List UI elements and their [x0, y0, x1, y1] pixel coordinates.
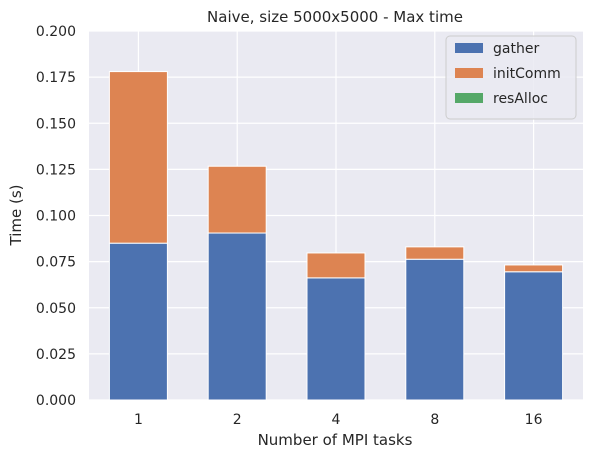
legend-swatch-initComm: [455, 68, 483, 78]
bar-gather-2: [208, 233, 266, 400]
legend-swatch-gather: [455, 43, 483, 53]
x-tick-labels: 1 2 4 8 16: [134, 412, 543, 428]
x-tick-label: 1: [134, 412, 143, 428]
y-axis-label: Time (s): [7, 185, 25, 247]
legend: gather initComm resAlloc: [446, 36, 576, 119]
bar-initComm-8: [406, 247, 464, 259]
y-tick-labels: 0.000 0.025 0.050 0.075 0.100 0.125 0.150 0.175…: [36, 24, 76, 409]
x-axis-label: Number of MPI tasks: [258, 431, 413, 449]
x-tick-label: 8: [430, 412, 439, 428]
bar-initComm-2: [208, 166, 266, 233]
legend-label-initComm: initComm: [493, 66, 561, 82]
bar-initComm-1: [109, 72, 167, 244]
legend-swatch-resAlloc: [455, 93, 483, 103]
bar-gather-4: [307, 278, 365, 400]
y-tick-label: 0.100: [36, 209, 76, 225]
bar-initComm-4: [307, 253, 365, 278]
y-tick-label: 0.050: [36, 301, 76, 317]
bar-gather-8: [406, 259, 464, 400]
y-tick-label: 0.125: [36, 162, 76, 178]
y-tick-label: 0.175: [36, 70, 76, 86]
x-tick-label: 4: [332, 412, 341, 428]
y-tick-label: 0.150: [36, 116, 76, 132]
x-tick-label: 16: [525, 412, 543, 428]
x-tick-label: 2: [233, 412, 242, 428]
y-tick-label: 0.025: [36, 347, 76, 363]
legend-label-resAlloc: resAlloc: [493, 91, 548, 107]
bar-initComm-16: [505, 265, 563, 272]
y-tick-label: 0.000: [36, 393, 76, 409]
y-tick-label: 0.200: [36, 24, 76, 40]
legend-label-gather: gather: [493, 41, 539, 57]
y-tick-label: 0.075: [36, 255, 76, 271]
bar-gather-1: [109, 243, 167, 400]
bar-gather-16: [505, 272, 563, 400]
chart-title: Naive, size 5000x5000 - Max time: [207, 8, 463, 26]
